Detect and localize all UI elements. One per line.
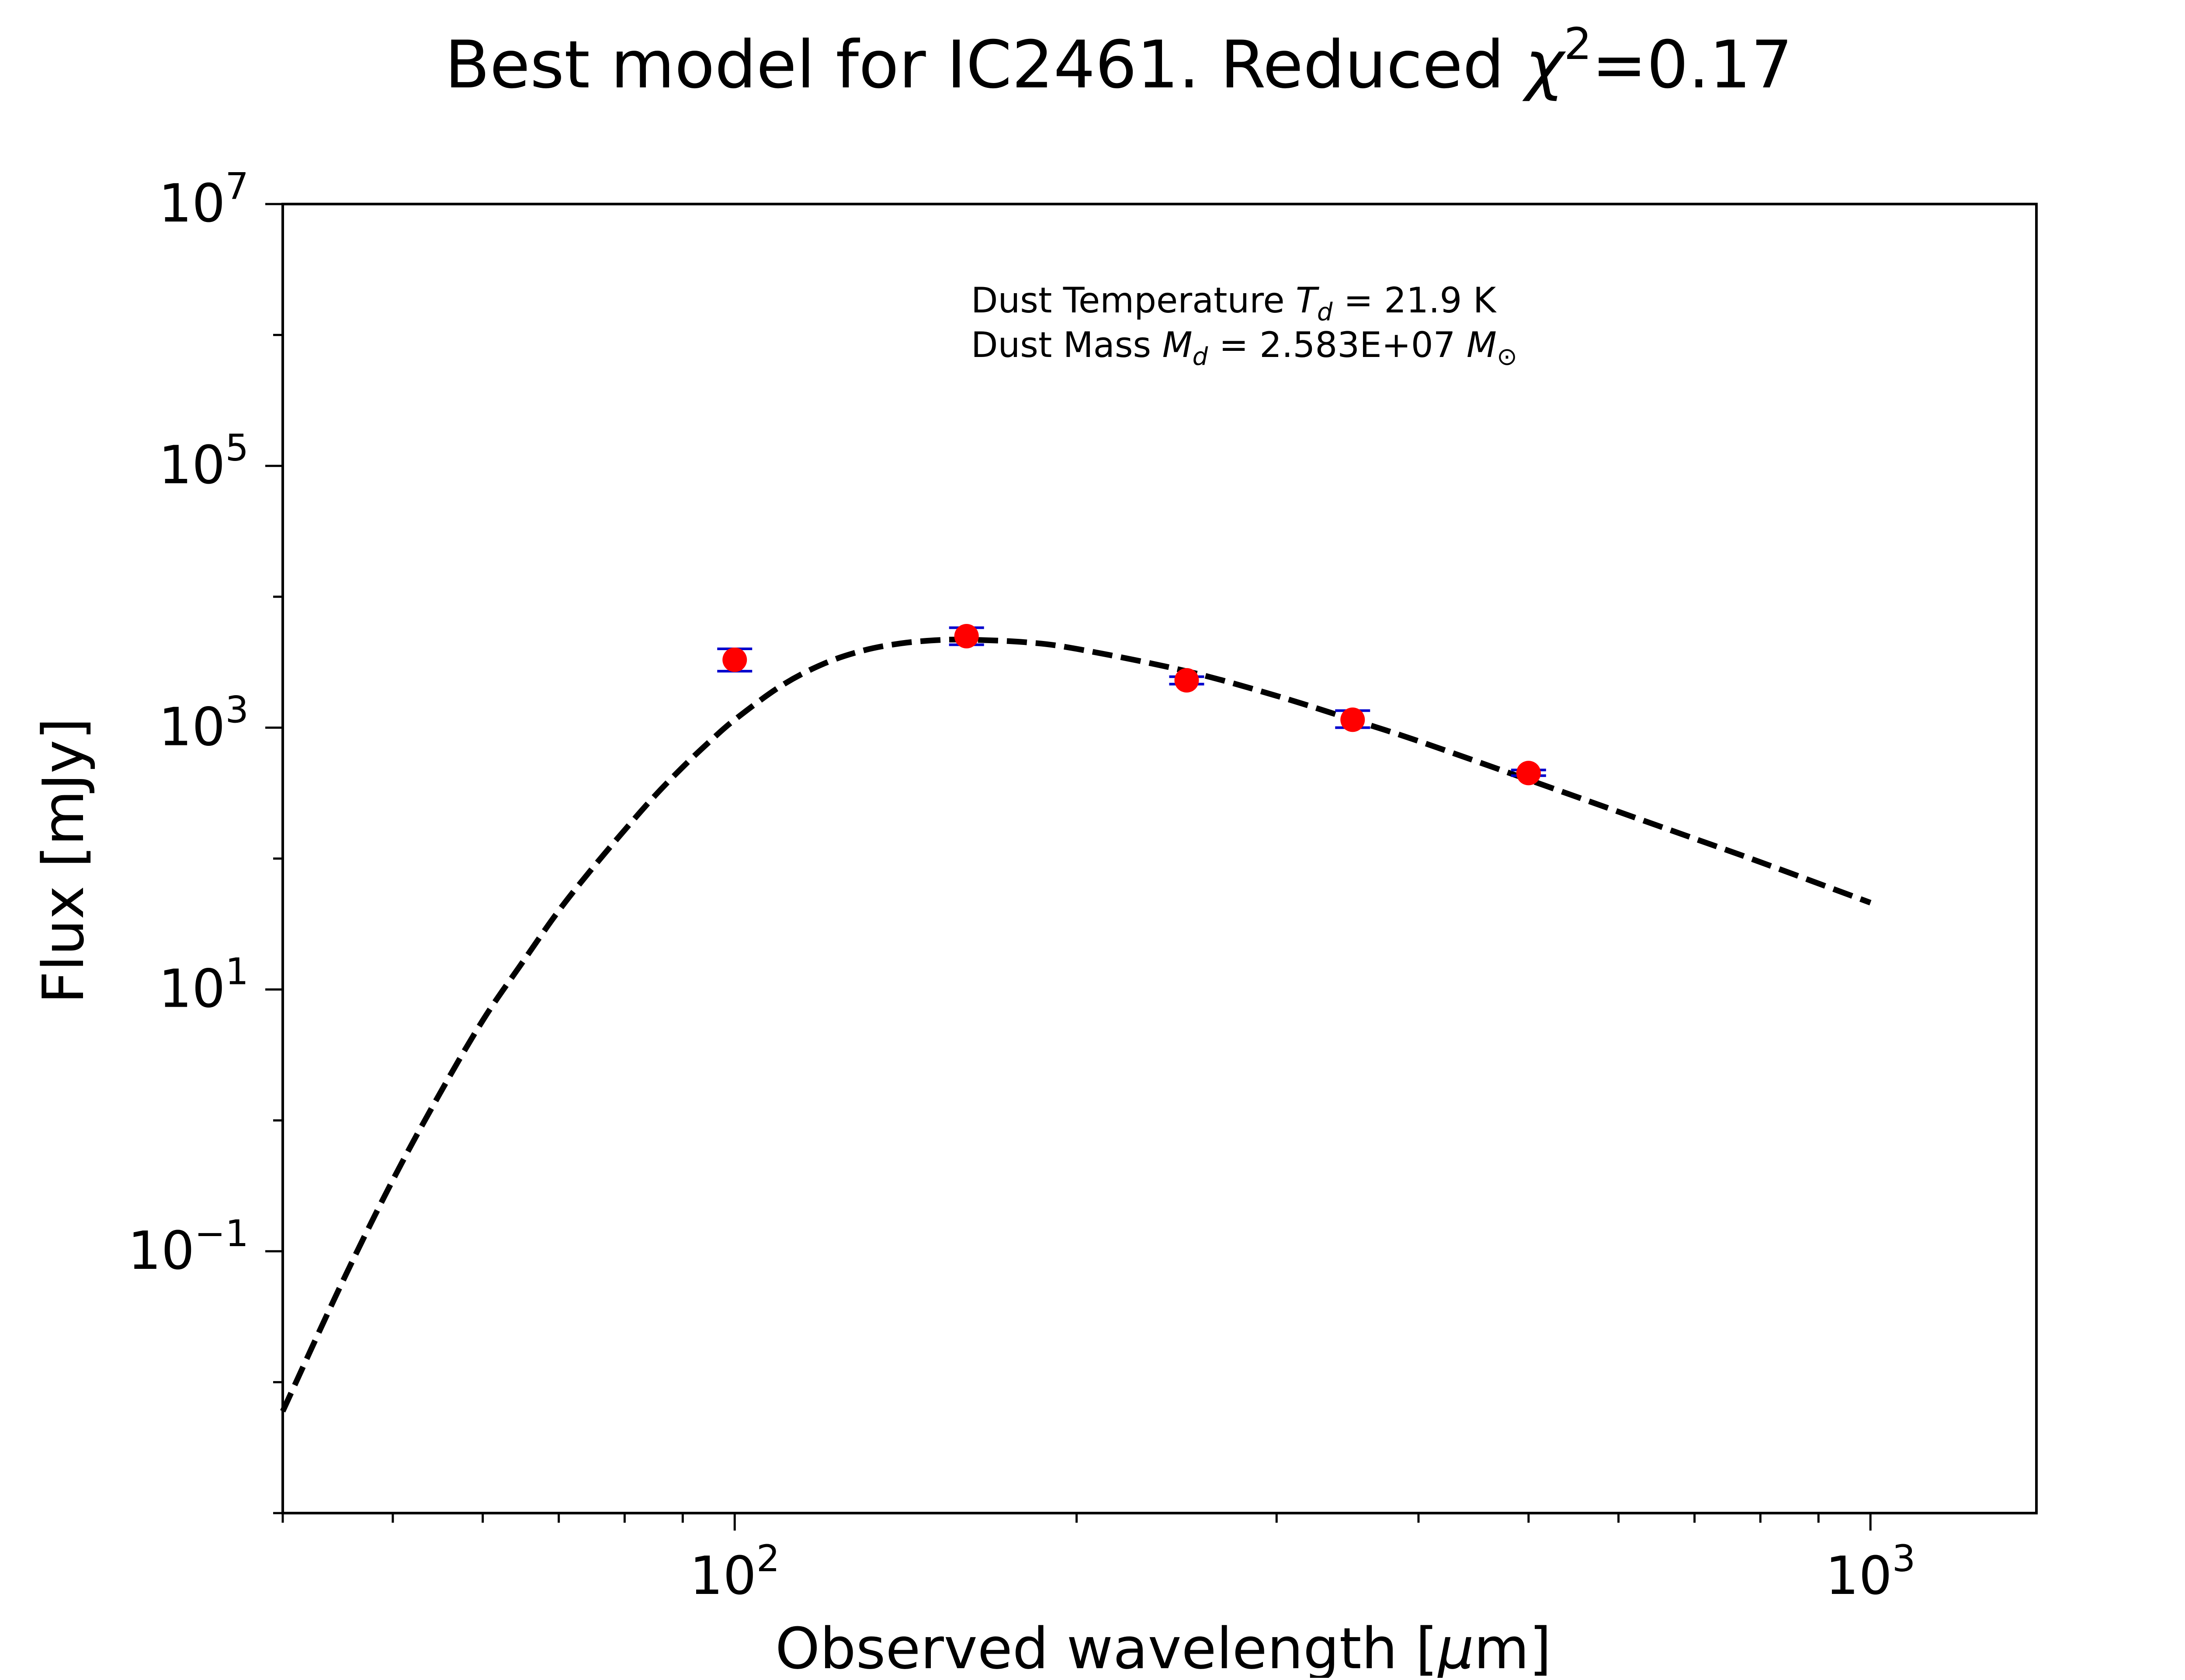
data-point-group xyxy=(949,624,984,648)
x-axis-ticks: 102 103 xyxy=(281,1513,1915,1607)
data-point xyxy=(722,648,747,672)
x-tick-label: 102 xyxy=(690,1537,780,1607)
annotation-dust-temperature: Dust Temperature Td = 21.9 K xyxy=(971,280,1497,326)
y-tick-label: 101 xyxy=(159,950,249,1020)
x-tick-label: 103 xyxy=(1825,1537,1915,1607)
chart-title: Best model for IC2461. Reduced χ2=0.17 xyxy=(445,18,1793,103)
y-tick-label: 103 xyxy=(159,688,249,758)
data-point xyxy=(1340,707,1365,732)
data-point xyxy=(1174,668,1199,693)
plot-area xyxy=(280,624,1872,1413)
data-point-group xyxy=(717,648,753,673)
data-point-group xyxy=(1335,707,1370,732)
data-point-group xyxy=(1511,761,1546,786)
y-tick-label: 10−1 xyxy=(128,1212,249,1282)
data-point xyxy=(954,624,979,648)
data-point xyxy=(1516,761,1541,786)
x-axis-label: Observed wavelength [μm] xyxy=(775,1615,1551,1678)
y-axis-ticks: 10−1 101 103 105 107 xyxy=(128,165,283,1514)
data-point-group xyxy=(1169,668,1204,693)
axes-frame xyxy=(281,203,2038,1514)
y-axis-label: Flux [mJy] xyxy=(30,718,97,1004)
model-curve xyxy=(280,637,1872,1413)
y-tick-label: 107 xyxy=(159,165,249,234)
y-tick-label: 105 xyxy=(159,426,249,496)
annotation-dust-mass: Dust Mass Md = 2.583E+07 M⊙ xyxy=(971,325,1517,371)
